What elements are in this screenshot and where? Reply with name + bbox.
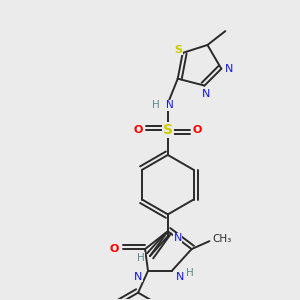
Text: S: S (175, 45, 183, 55)
Text: O: O (134, 125, 143, 135)
Text: S: S (163, 123, 173, 137)
Text: H: H (186, 268, 194, 278)
Text: N: N (174, 233, 182, 243)
Text: N: N (166, 100, 174, 110)
Text: H: H (137, 253, 145, 263)
Text: H: H (152, 100, 160, 110)
Text: N: N (202, 88, 211, 98)
Text: N: N (225, 64, 233, 74)
Text: CH₃: CH₃ (213, 234, 232, 244)
Text: O: O (193, 125, 202, 135)
Text: O: O (110, 244, 119, 254)
Text: N: N (134, 272, 142, 282)
Text: N: N (176, 272, 184, 282)
